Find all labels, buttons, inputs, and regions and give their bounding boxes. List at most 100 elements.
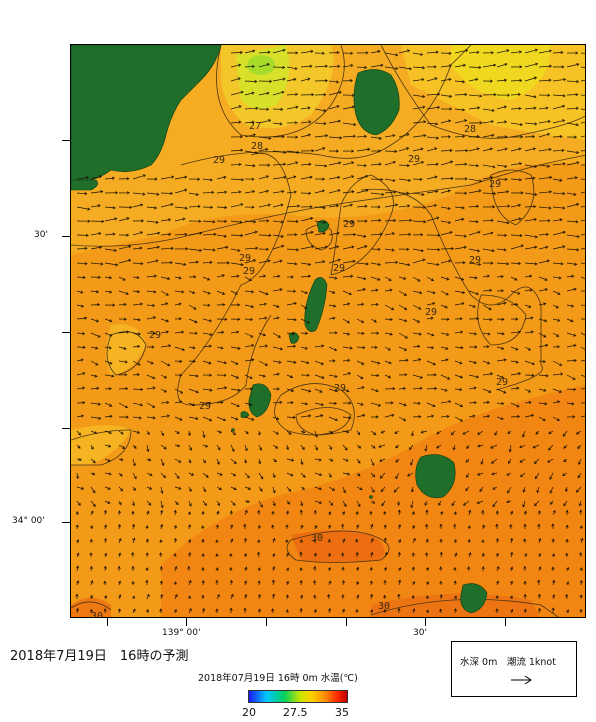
current-arrow-head — [334, 348, 338, 352]
current-arrow — [538, 191, 552, 194]
current-arrow — [356, 66, 367, 69]
current-arrow — [534, 458, 540, 464]
current-arrow-head — [408, 232, 412, 236]
current-arrow — [552, 262, 564, 265]
current-arrow-head — [451, 247, 455, 251]
current-arrow — [538, 233, 549, 236]
current-arrow — [286, 486, 292, 492]
current-arrow — [230, 458, 237, 464]
current-arrow-head — [353, 122, 357, 127]
current-arrow-head — [141, 219, 145, 223]
current-arrow-head — [321, 375, 325, 379]
current-arrow-head — [565, 552, 569, 556]
current-arrow-head — [264, 363, 268, 366]
current-arrow — [468, 332, 477, 335]
current-arrow-head — [518, 50, 522, 54]
current-arrow — [272, 176, 286, 180]
current-arrow-head — [522, 489, 526, 493]
current-arrow — [76, 524, 78, 530]
current-arrow-head — [545, 374, 549, 378]
current-arrow-head — [367, 147, 371, 151]
current-arrow — [286, 262, 297, 265]
current-arrow-head — [95, 346, 99, 350]
current-arrow — [492, 500, 498, 507]
current-arrow — [549, 472, 554, 480]
current-arrow-head — [330, 502, 334, 506]
current-arrow — [132, 332, 141, 335]
current-arrow — [230, 430, 236, 435]
current-arrow-head — [548, 147, 552, 152]
current-arrow-head — [343, 503, 347, 507]
current-arrow-head — [503, 390, 507, 394]
current-arrow-head — [336, 231, 340, 235]
current-arrow-head — [131, 551, 135, 555]
current-arrow-head — [425, 595, 429, 599]
current-arrow-head — [216, 461, 220, 465]
current-arrow-head — [195, 374, 199, 378]
current-arrow-head — [573, 358, 577, 363]
current-arrow-head — [293, 318, 297, 322]
current-arrow — [328, 162, 341, 166]
current-arrow-head — [351, 175, 355, 179]
contour-label: 29 — [496, 377, 508, 388]
current-arrow — [90, 232, 101, 236]
current-arrow-head — [267, 163, 271, 167]
current-arrow-head — [383, 537, 387, 541]
current-arrow-head — [523, 593, 527, 597]
current-arrow-head — [103, 580, 107, 584]
current-arrow-head — [244, 509, 248, 513]
current-arrow-head — [557, 400, 561, 404]
current-arrow-head — [487, 332, 491, 336]
current-arrow-head — [395, 66, 399, 71]
current-arrow — [174, 276, 182, 279]
current-arrow-head — [176, 431, 180, 434]
current-arrow — [160, 219, 171, 222]
current-arrow — [580, 52, 585, 54]
current-arrow-head — [430, 278, 435, 281]
current-arrow-head — [459, 388, 463, 392]
current-arrow-head — [423, 220, 427, 224]
current-arrow — [118, 276, 126, 281]
current-arrow — [76, 566, 79, 572]
current-arrow-head — [421, 192, 425, 197]
current-arrow-head — [465, 488, 469, 492]
current-arrow-head — [128, 258, 132, 263]
current-arrow — [510, 262, 521, 264]
current-arrow-head — [544, 277, 548, 281]
current-arrow-head — [320, 361, 324, 365]
current-arrow-head — [516, 386, 520, 390]
current-arrow — [496, 106, 507, 110]
current-arrow — [482, 289, 492, 292]
current-arrow-head — [509, 595, 513, 599]
current-arrow-head — [255, 106, 259, 110]
current-arrow-head — [299, 509, 303, 513]
current-arrow — [342, 372, 351, 376]
current-arrow — [566, 332, 576, 337]
current-arrow-head — [82, 401, 86, 405]
current-arrow-head — [103, 537, 108, 541]
current-arrow — [258, 275, 266, 278]
current-arrow-head — [522, 504, 526, 508]
current-arrow-head — [437, 105, 441, 109]
current-arrow-head — [152, 416, 156, 420]
current-arrow — [160, 415, 170, 418]
current-arrow — [510, 108, 522, 110]
current-arrow — [76, 472, 79, 479]
current-arrow-head — [160, 594, 164, 598]
current-arrow — [342, 260, 356, 264]
current-arrow-head — [203, 460, 206, 464]
current-arrow — [132, 388, 143, 390]
current-arrow-head — [268, 119, 272, 123]
current-arrow-head — [391, 248, 395, 252]
current-arrow-head — [576, 202, 580, 207]
current-arrow — [552, 388, 562, 393]
current-arrow — [481, 458, 484, 465]
current-arrow-head — [230, 538, 234, 542]
current-arrow-head — [503, 78, 508, 82]
current-arrow-head — [425, 523, 429, 527]
current-arrow-head — [363, 164, 367, 168]
current-arrow-head — [306, 320, 311, 324]
current-arrow — [398, 233, 411, 236]
current-arrow-head — [232, 432, 237, 436]
current-arrow — [580, 304, 585, 306]
